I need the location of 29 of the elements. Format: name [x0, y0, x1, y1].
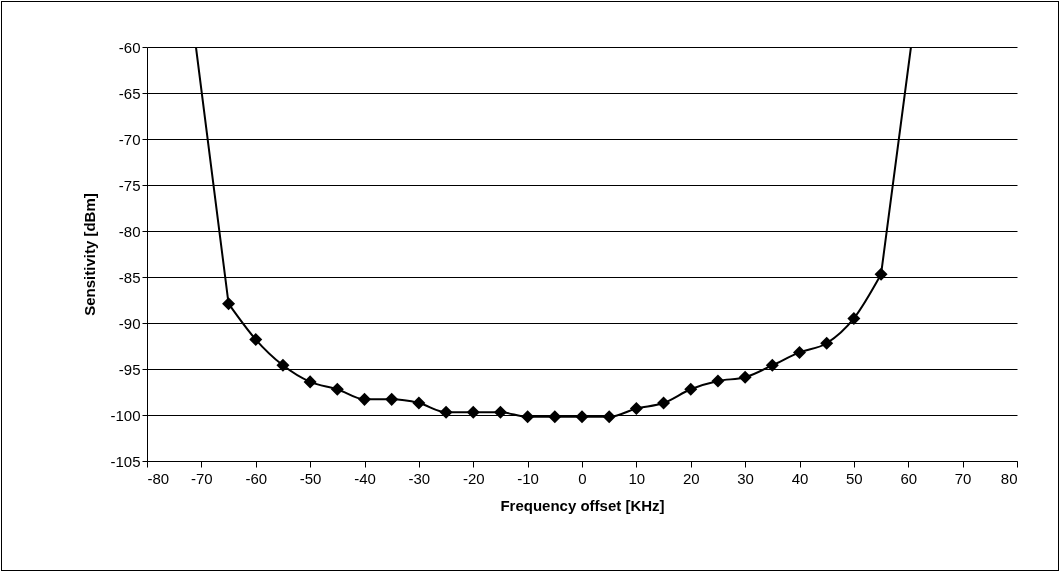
x-tick-label: 60 — [900, 469, 918, 487]
x-tick-label: -80 — [147, 469, 170, 487]
x-tick-label: -70 — [191, 469, 213, 487]
y-axis-title: Sensitivity [dBm] — [81, 193, 99, 316]
y-tick-label: -105 — [110, 452, 141, 470]
x-tick-label: -30 — [408, 469, 431, 487]
y-tick-label: -80 — [118, 222, 141, 240]
x-tick-label: -20 — [462, 469, 485, 487]
x-tick-label: 20 — [682, 469, 700, 487]
y-tick-label: -90 — [118, 314, 141, 332]
x-tick-label: -40 — [354, 469, 376, 487]
x-tick-label: 50 — [846, 469, 863, 487]
x-tick-label: -10 — [517, 469, 539, 487]
x-axis-title: Frequency offset [KHz] — [500, 496, 665, 514]
y-tick-label: -60 — [118, 38, 141, 56]
x-tick-label: 0 — [578, 469, 587, 487]
x-tick-label: 70 — [954, 469, 972, 487]
y-tick-label: -85 — [118, 268, 141, 286]
y-tick-label: -70 — [118, 130, 141, 148]
x-tick-label: 40 — [791, 469, 809, 487]
x-tick-label: 10 — [628, 469, 646, 487]
y-tick-label: -100 — [110, 406, 141, 424]
y-tick-label: -65 — [118, 84, 141, 102]
y-tick-label: -75 — [118, 176, 141, 194]
x-tick-label: 80 — [1000, 469, 1018, 487]
x-tick-label: -50 — [299, 469, 322, 487]
x-tick-label: 30 — [737, 469, 754, 487]
y-tick-label: -95 — [118, 360, 141, 378]
x-tick-label: -60 — [245, 469, 268, 487]
